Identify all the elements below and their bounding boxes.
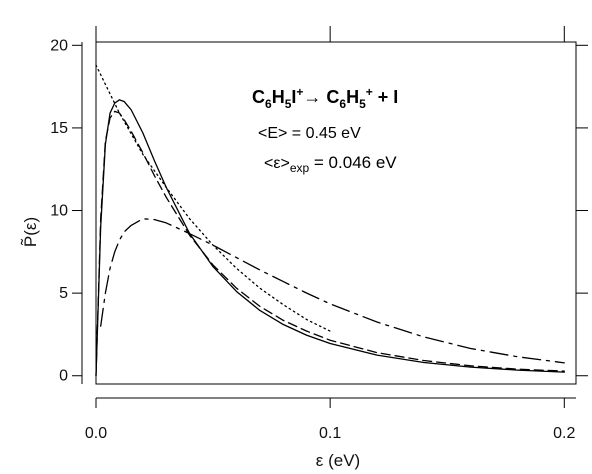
tick-labels: 0.0 0.1 0.2 0 5 10 15 20	[50, 37, 575, 442]
y-tick-label: 20	[50, 37, 68, 54]
series-line-long-dash-dot	[100, 218, 565, 364]
y-tick-label: 5	[59, 285, 68, 302]
reaction-h1: H	[272, 87, 285, 107]
plot-frame	[81, 41, 577, 399]
x-axis-title: ε (eV)	[316, 451, 360, 470]
axis-ticks	[72, 26, 588, 408]
x-tick-label: 0.0	[85, 425, 107, 442]
reaction-sub-6b: 6	[339, 97, 346, 111]
y-tick-label: 0	[59, 368, 68, 385]
reaction-c1: C	[252, 87, 265, 107]
reaction-sub-5b: 5	[359, 97, 366, 111]
reaction-sub-6a: 6	[265, 97, 272, 111]
x-tick-label: 0.2	[553, 425, 575, 442]
reaction-arrow: → C	[303, 87, 339, 107]
x-tick-label: 0.1	[319, 425, 341, 442]
reaction-tail: + I	[373, 87, 399, 107]
reaction-i1: I	[291, 87, 296, 107]
mean-e-annotation: <E> = 0.45 eV	[258, 125, 361, 142]
reaction-sup-plus-1: +	[296, 85, 303, 99]
reaction-annotation: C6H5I+→ C6H5+ + I	[252, 85, 398, 111]
series-line-dash	[95, 110, 565, 377]
plot-border	[95, 41, 577, 385]
mean-eps-annotation: <ε>exp = 0.046 eV	[264, 153, 397, 175]
series-line-dotted	[95, 64, 331, 332]
reaction-sub-5a: 5	[285, 97, 292, 111]
series-layer	[95, 64, 565, 377]
y-axis-title: P̃(ε)	[20, 217, 40, 247]
reaction-h2: H	[346, 87, 359, 107]
y-tick-label: 10	[50, 203, 68, 220]
mean-eps-value: = 0.046 eV	[309, 153, 397, 172]
reaction-sup-plus-2: +	[366, 85, 373, 99]
mean-eps-prefix: <ε>	[264, 155, 290, 172]
y-tick-label: 15	[50, 120, 68, 137]
mean-eps-sub: exp	[290, 161, 310, 175]
